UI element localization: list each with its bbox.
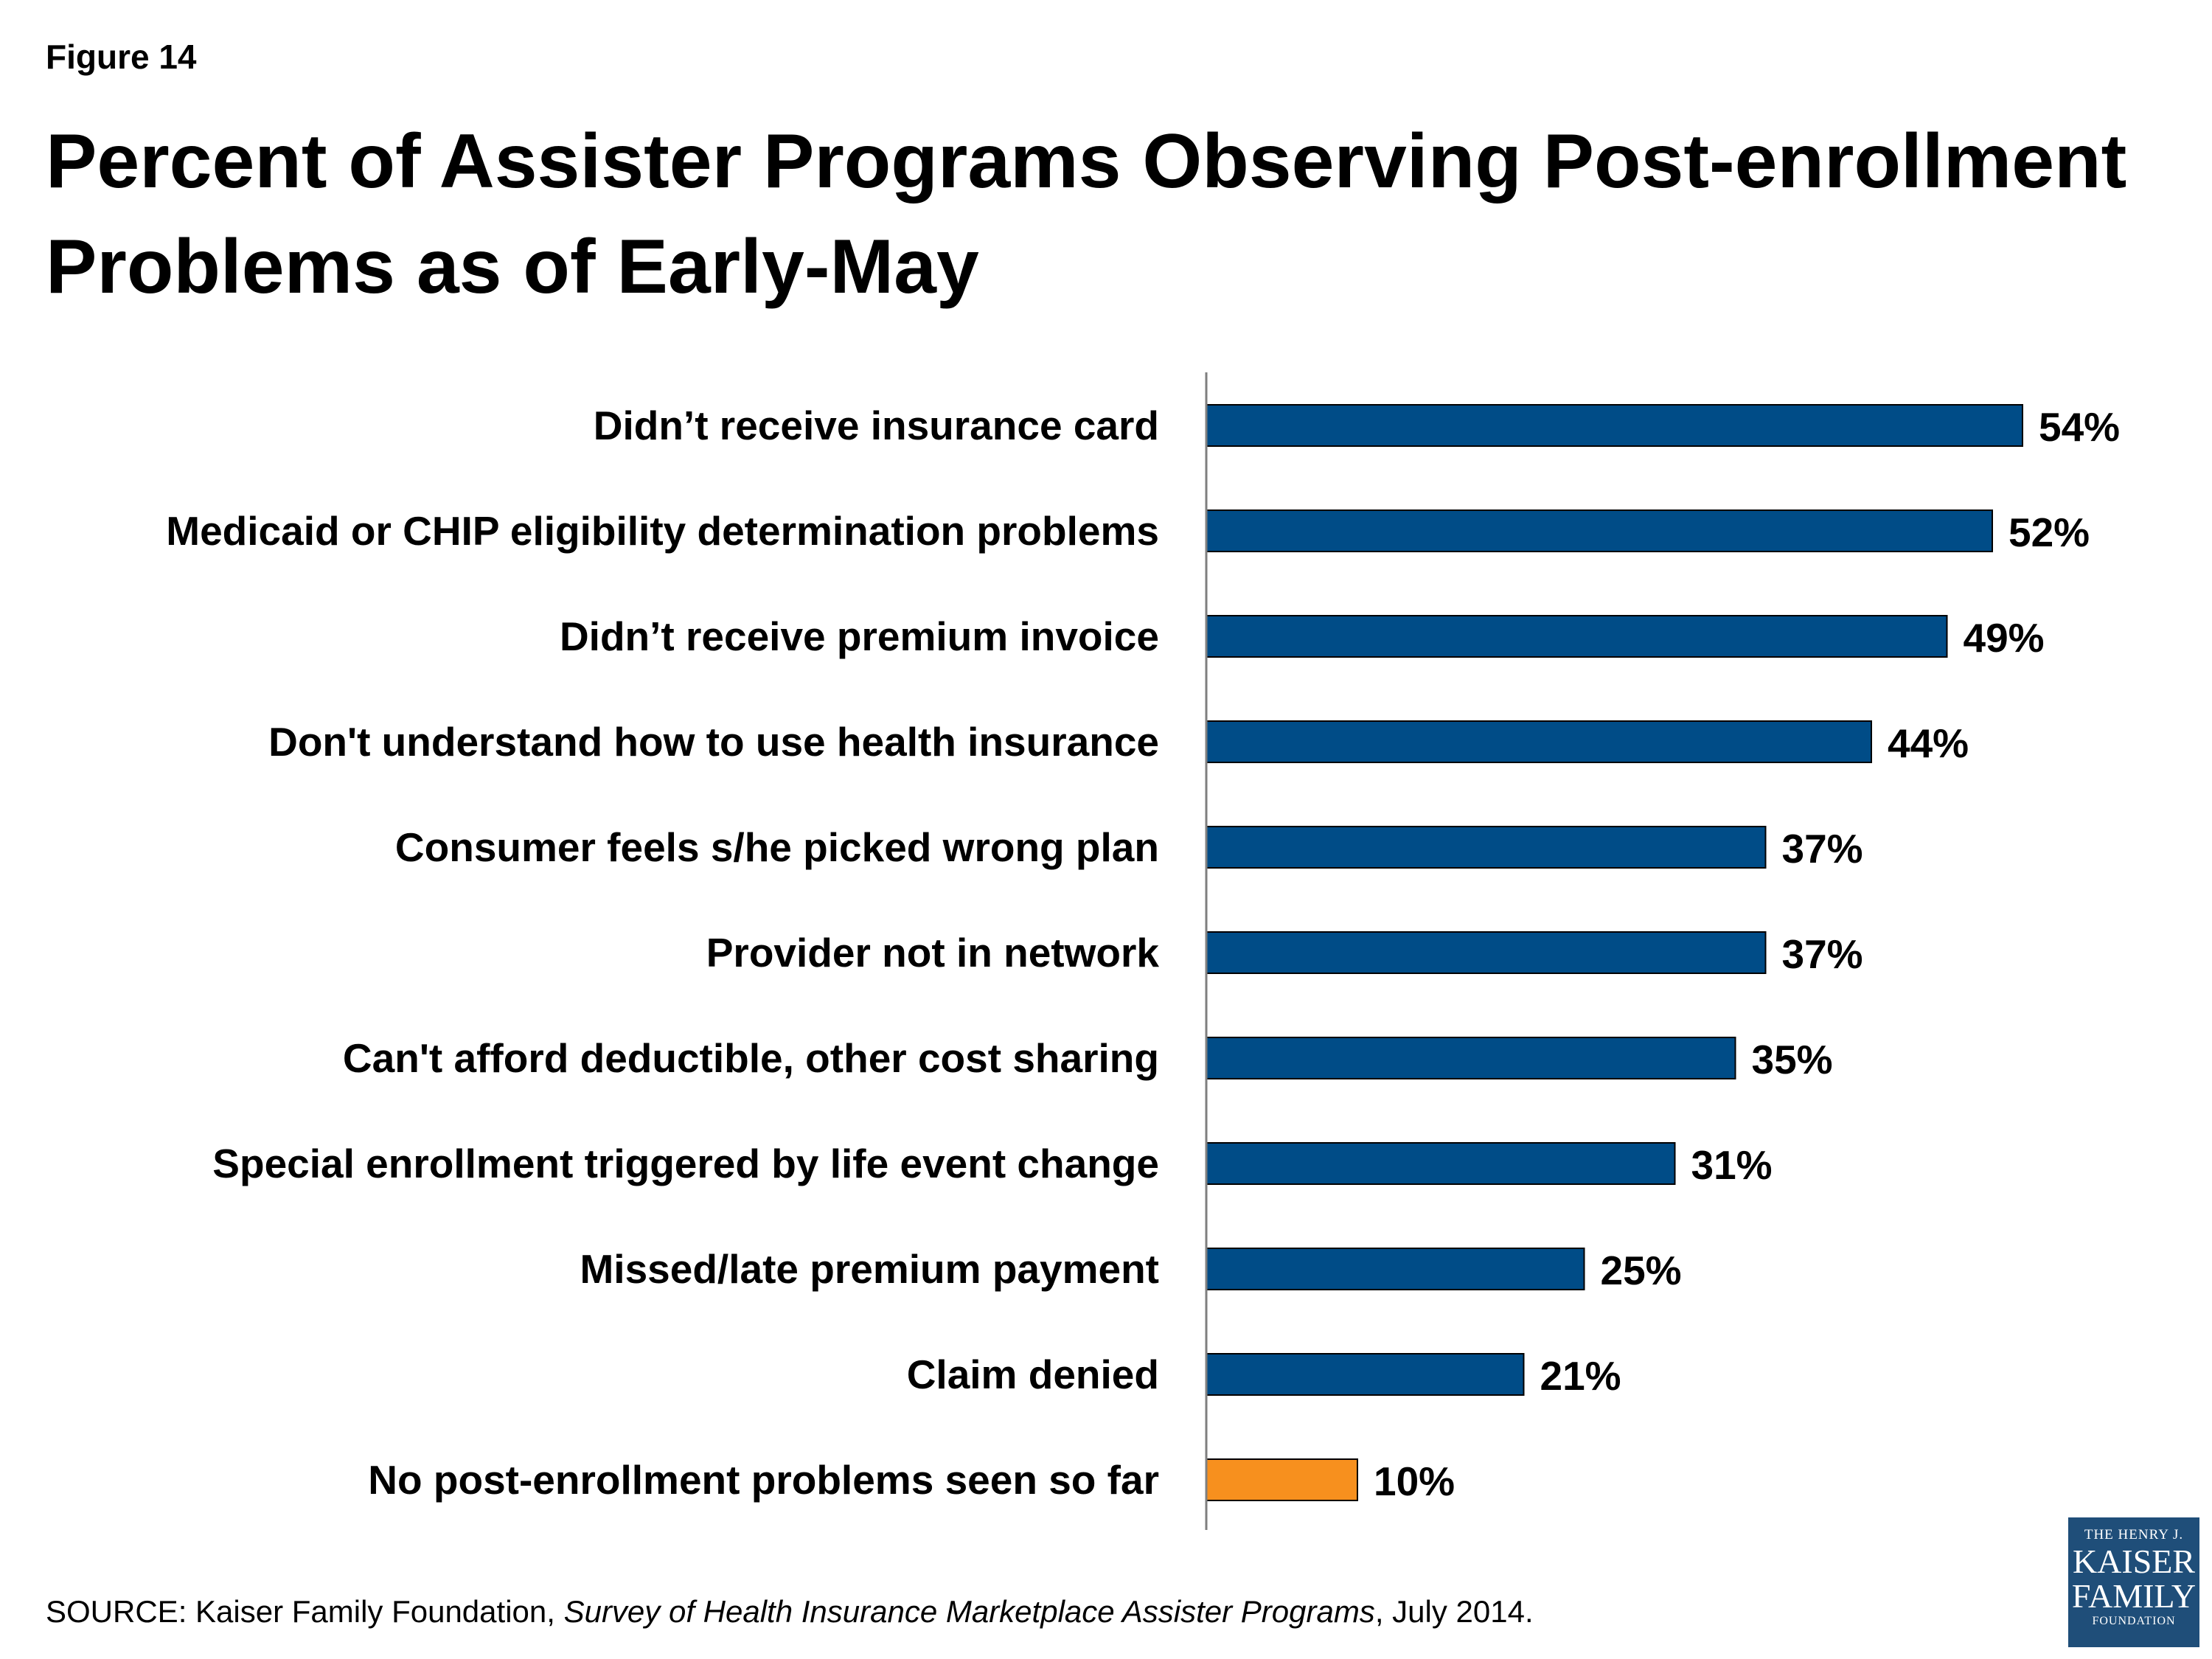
bar bbox=[1206, 509, 1993, 552]
value-label: 25% bbox=[1601, 1248, 1682, 1293]
bar bbox=[1206, 1353, 1525, 1396]
value-label: 37% bbox=[1782, 826, 1863, 872]
category-label: Missed/late premium payment bbox=[580, 1246, 1159, 1292]
highlight-bar bbox=[1206, 1458, 1358, 1501]
category-label: Provider not in network bbox=[706, 930, 1160, 975]
bar bbox=[1206, 1248, 1585, 1290]
value-label: 49% bbox=[1964, 615, 2045, 661]
category-label: No post-enrollment problems seen so far bbox=[368, 1457, 1159, 1503]
logo-line-3: FAMILY bbox=[2071, 1577, 2197, 1615]
source-title: Survey of Health Insurance Marketplace A… bbox=[563, 1594, 1375, 1629]
bar bbox=[1206, 931, 1767, 974]
bar bbox=[1206, 720, 1872, 763]
bar bbox=[1206, 404, 2023, 447]
category-label: Can't afford deductible, other cost shar… bbox=[343, 1035, 1159, 1081]
source-prefix: SOURCE: Kaiser Family Foundation, bbox=[46, 1594, 564, 1629]
bar bbox=[1206, 826, 1767, 869]
value-label: 54% bbox=[2039, 404, 2120, 450]
bar bbox=[1206, 615, 1948, 658]
category-label: Didn’t receive insurance card bbox=[594, 403, 1159, 448]
bar bbox=[1206, 1142, 1676, 1185]
logo-line-1: THE HENRY J. bbox=[2084, 1527, 2184, 1543]
source-note: SOURCE: Kaiser Family Foundation, Survey… bbox=[46, 1594, 1534, 1630]
category-label: Didn’t receive premium invoice bbox=[560, 613, 1159, 659]
value-label: 52% bbox=[2008, 509, 2090, 555]
category-label: Claim denied bbox=[907, 1352, 1159, 1397]
logo-line-4: FOUNDATION bbox=[2092, 1615, 2176, 1627]
value-label: 10% bbox=[1374, 1458, 1455, 1504]
figure-label: Figure 14 bbox=[46, 38, 197, 76]
bars-group: Didn’t receive insurance card 54% Medicaid… bbox=[166, 403, 2120, 1504]
bar bbox=[1206, 1037, 1736, 1079]
value-label: 35% bbox=[1752, 1037, 1833, 1082]
logo-line-2: KAISER bbox=[2072, 1543, 2196, 1580]
kff-logo: THE HENRY J. KAISER FAMILY FOUNDATION bbox=[2068, 1517, 2199, 1647]
category-label: Medicaid or CHIP eligibility determinati… bbox=[166, 508, 1159, 554]
category-label: Consumer feels s/he picked wrong plan bbox=[395, 824, 1159, 870]
source-suffix: , July 2014. bbox=[1374, 1594, 1534, 1629]
value-label: 31% bbox=[1691, 1142, 1773, 1188]
value-label: 44% bbox=[1888, 720, 1969, 766]
chart-title: Percent of Assister Programs Observing P… bbox=[46, 119, 2127, 310]
value-label: 21% bbox=[1540, 1353, 1621, 1399]
category-label: Special enrollment triggered by life eve… bbox=[212, 1141, 1159, 1186]
category-label: Don't understand how to use health insur… bbox=[268, 719, 1159, 765]
value-label: 37% bbox=[1782, 931, 1863, 977]
